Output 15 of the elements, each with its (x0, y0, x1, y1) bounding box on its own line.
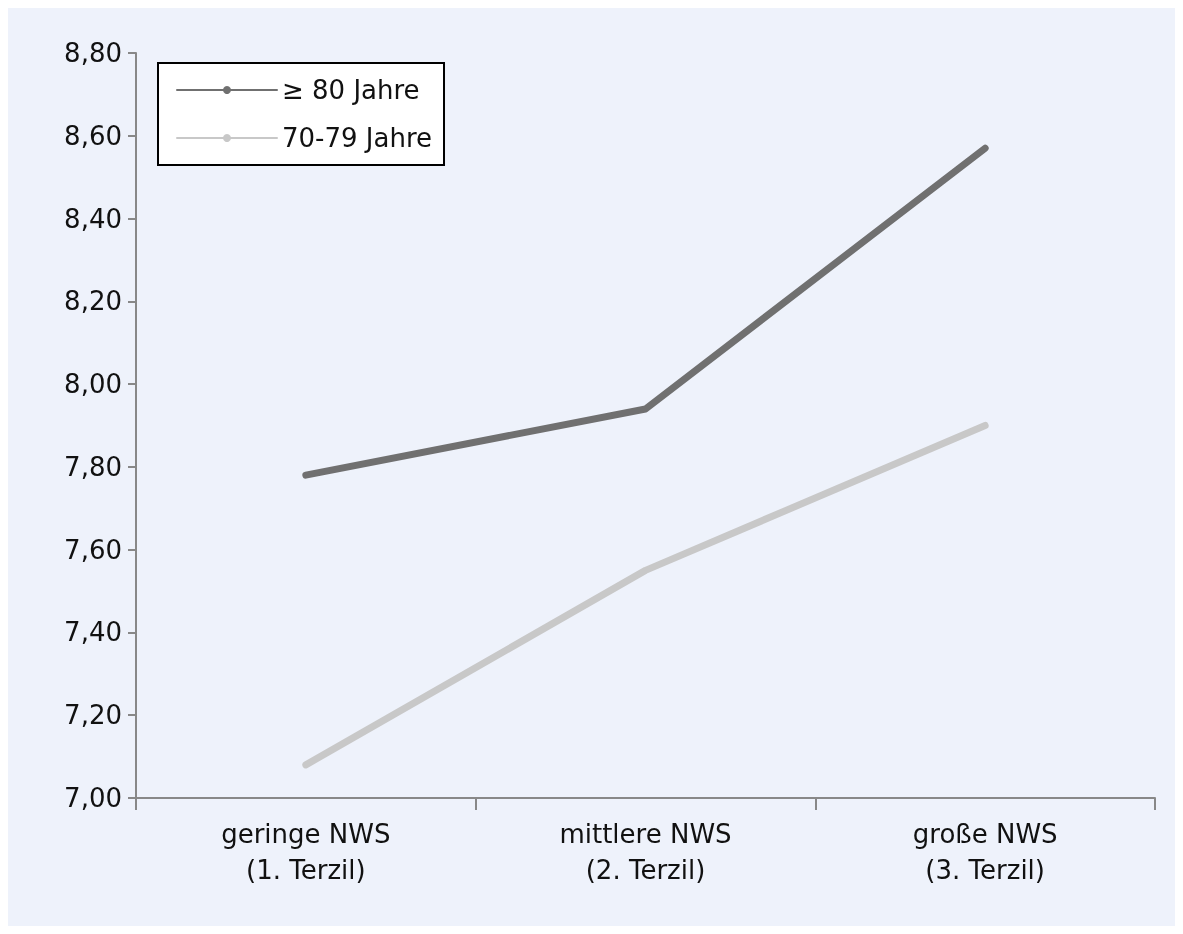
y-tick-label: 8,40 (64, 203, 122, 234)
x-tick-label: geringe NWS (1. Terzil) (221, 819, 391, 885)
y-tick-label: 8,60 (64, 120, 122, 151)
y-tick-label: 7,20 (64, 700, 122, 731)
legend-label: ≥ 80 Jahre (282, 75, 420, 105)
y-tick-label: 7,00 (64, 783, 122, 813)
y-tick-label: 7,40 (64, 617, 122, 648)
x-tick-label: große NWS (3. Terzil) (912, 819, 1058, 885)
y-tick-label: 8,20 (64, 286, 122, 317)
y-tick-label: 7,60 (64, 534, 122, 565)
y-tick-label: 7,80 (64, 451, 122, 482)
legend-label: 70-79 Jahre (282, 123, 433, 153)
x-tick-label: mittlere NWS (2. Terzil) (559, 819, 732, 885)
y-tick-label: 8,00 (64, 369, 122, 400)
y-tick-label: 8,80 (64, 38, 122, 68)
